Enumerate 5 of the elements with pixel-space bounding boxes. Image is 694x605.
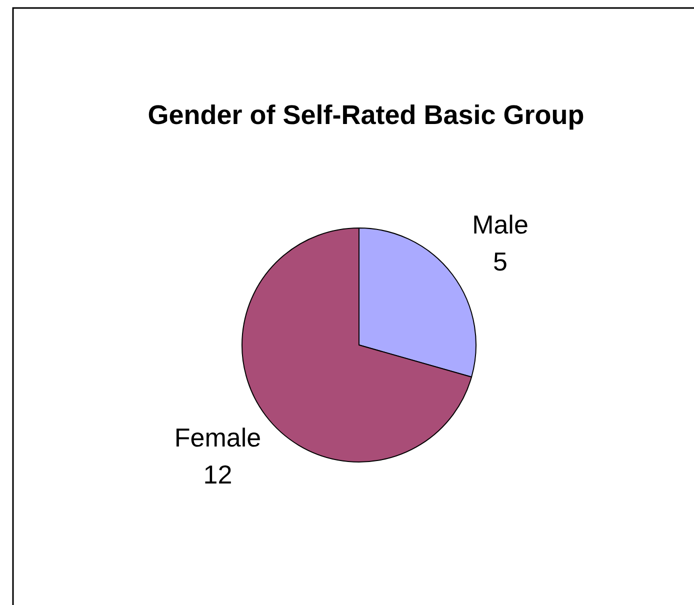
chart-title: Gender of Self-Rated Basic Group (148, 100, 584, 130)
slice-label: Male (472, 209, 528, 240)
data-label: 5 (493, 246, 508, 276)
slice-label: Female (174, 422, 262, 453)
data-label: 12 (203, 460, 232, 490)
